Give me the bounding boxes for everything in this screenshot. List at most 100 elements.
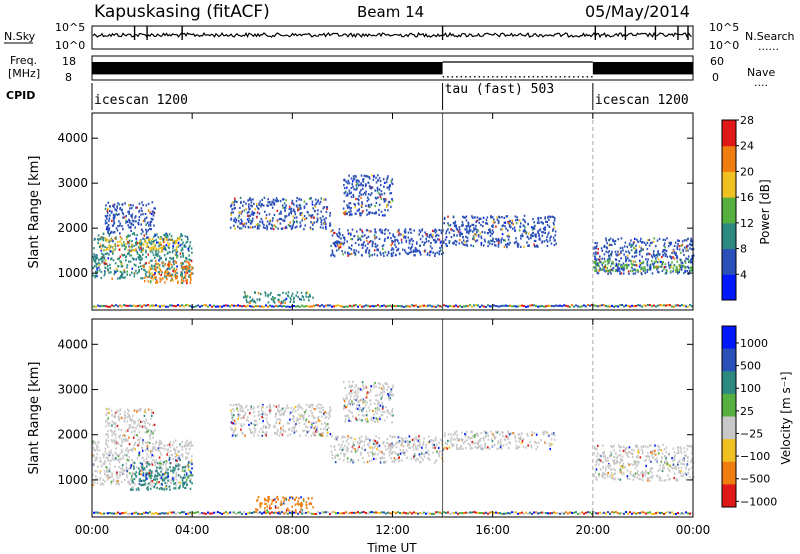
scatter-pixel <box>455 240 458 243</box>
scatter-pixel <box>390 205 392 208</box>
scatter-pixel <box>628 272 630 275</box>
scatter-pixel <box>387 411 389 414</box>
scatter-pixel <box>233 414 235 417</box>
scatter-pixel <box>298 297 301 301</box>
scatter-pixel <box>379 404 382 407</box>
scatter-pixel <box>149 450 152 453</box>
scatter-pixel <box>249 222 252 225</box>
scatter-pixel <box>141 425 144 428</box>
scatter-pixel <box>608 244 610 247</box>
scatter-pixel <box>310 221 312 224</box>
scatter-pixel <box>140 213 142 216</box>
scatter-pixel <box>626 245 629 248</box>
freq-label-1: Freq. <box>10 54 37 67</box>
scatter-pixel <box>385 460 387 463</box>
scatter-pixel <box>666 255 669 258</box>
scatter-pixel <box>144 426 146 429</box>
scatter-pixel <box>95 265 98 268</box>
scatter-pixel <box>352 459 354 462</box>
scatter-pixel <box>634 247 637 250</box>
scatter-pixel <box>515 237 517 240</box>
scatter-pixel <box>308 404 311 407</box>
scatter-pixel <box>433 230 435 233</box>
scatter-pixel <box>291 227 293 230</box>
scatter-pixel <box>167 267 170 270</box>
ground-pixel <box>661 304 663 307</box>
scatter-pixel <box>475 220 477 223</box>
scatter-pixel <box>491 229 494 232</box>
scatter-pixel <box>508 235 511 238</box>
scatter-pixel <box>264 432 266 435</box>
scatter-pixel <box>386 177 389 180</box>
scatter-pixel <box>387 204 389 207</box>
scatter-pixel <box>124 202 126 205</box>
scatter-pixel <box>250 422 252 425</box>
scatter-pixel <box>117 415 120 418</box>
scatter-pixel <box>104 219 107 222</box>
scatter-pixel <box>153 245 156 248</box>
scatter-pixel <box>345 194 348 197</box>
scatter-pixel <box>170 453 173 456</box>
ground-pixel <box>667 304 669 307</box>
scatter-pixel <box>423 437 425 440</box>
scatter-pixel <box>646 241 649 244</box>
scatter-pixel <box>104 245 106 248</box>
scatter-pixel <box>152 436 154 439</box>
scatter-pixel <box>293 297 295 300</box>
scatter-pixel <box>177 455 180 458</box>
scatter-pixel <box>137 256 139 259</box>
scatter-pixel <box>142 247 144 250</box>
ground-pixel <box>343 305 345 308</box>
scatter-pixel <box>688 260 691 263</box>
scatter-pixel <box>481 231 484 234</box>
scatter-pixel <box>149 434 151 437</box>
scatter-pixel <box>128 459 131 462</box>
scatter-pixel <box>113 215 116 219</box>
scatter-pixel <box>331 249 334 252</box>
scatter-pixel <box>391 450 394 454</box>
scatter-pixel <box>366 196 369 199</box>
ground-pixel <box>513 305 515 308</box>
scatter-pixel <box>137 419 139 422</box>
scatter-pixel <box>367 406 370 409</box>
ground-pixel <box>423 304 425 307</box>
scatter-pixel <box>114 436 117 439</box>
scatter-pixel <box>152 442 154 446</box>
scatter-pixel <box>378 416 381 419</box>
scatter-pixel <box>139 408 142 411</box>
scatter-pixel <box>237 225 239 228</box>
scatter-pixel <box>648 253 651 256</box>
scatter-pixel <box>666 269 668 273</box>
scatter-pixel <box>346 460 349 463</box>
scatter-pixel <box>139 242 141 245</box>
scatter-pixel <box>169 466 171 469</box>
scatter-pixel <box>343 237 346 240</box>
scatter-pixel <box>632 263 634 266</box>
scatter-pixel <box>106 478 109 481</box>
scatter-pixel <box>334 242 336 245</box>
scatter-pixel <box>282 299 285 302</box>
scatter-pixel <box>352 177 355 180</box>
scatter-pixel <box>249 296 251 299</box>
scatter-pixel <box>188 261 190 264</box>
scatter-pixel <box>180 255 182 258</box>
scatter-pixel <box>132 414 134 417</box>
scatter-pixel <box>673 244 676 247</box>
scatter-band-4 <box>229 196 332 231</box>
ground-pixel <box>681 304 683 307</box>
scatter-pixel <box>136 234 138 237</box>
scatter-pixel <box>101 256 104 259</box>
scatter-pixel <box>354 203 356 206</box>
scatter-pixel <box>365 204 367 207</box>
scatter-pixel <box>133 248 136 252</box>
scatter-pixel <box>159 473 161 477</box>
ground-pixel <box>323 305 325 308</box>
scatter-pixel <box>400 238 403 241</box>
scatter-pixel <box>325 434 328 437</box>
scatter-pixel <box>302 295 305 299</box>
ground-pixel <box>405 305 407 308</box>
scatter-pixel <box>140 472 142 476</box>
scatter-pixel <box>394 238 396 242</box>
scatter-pixel <box>110 439 113 442</box>
scatter-pixel <box>95 255 97 258</box>
